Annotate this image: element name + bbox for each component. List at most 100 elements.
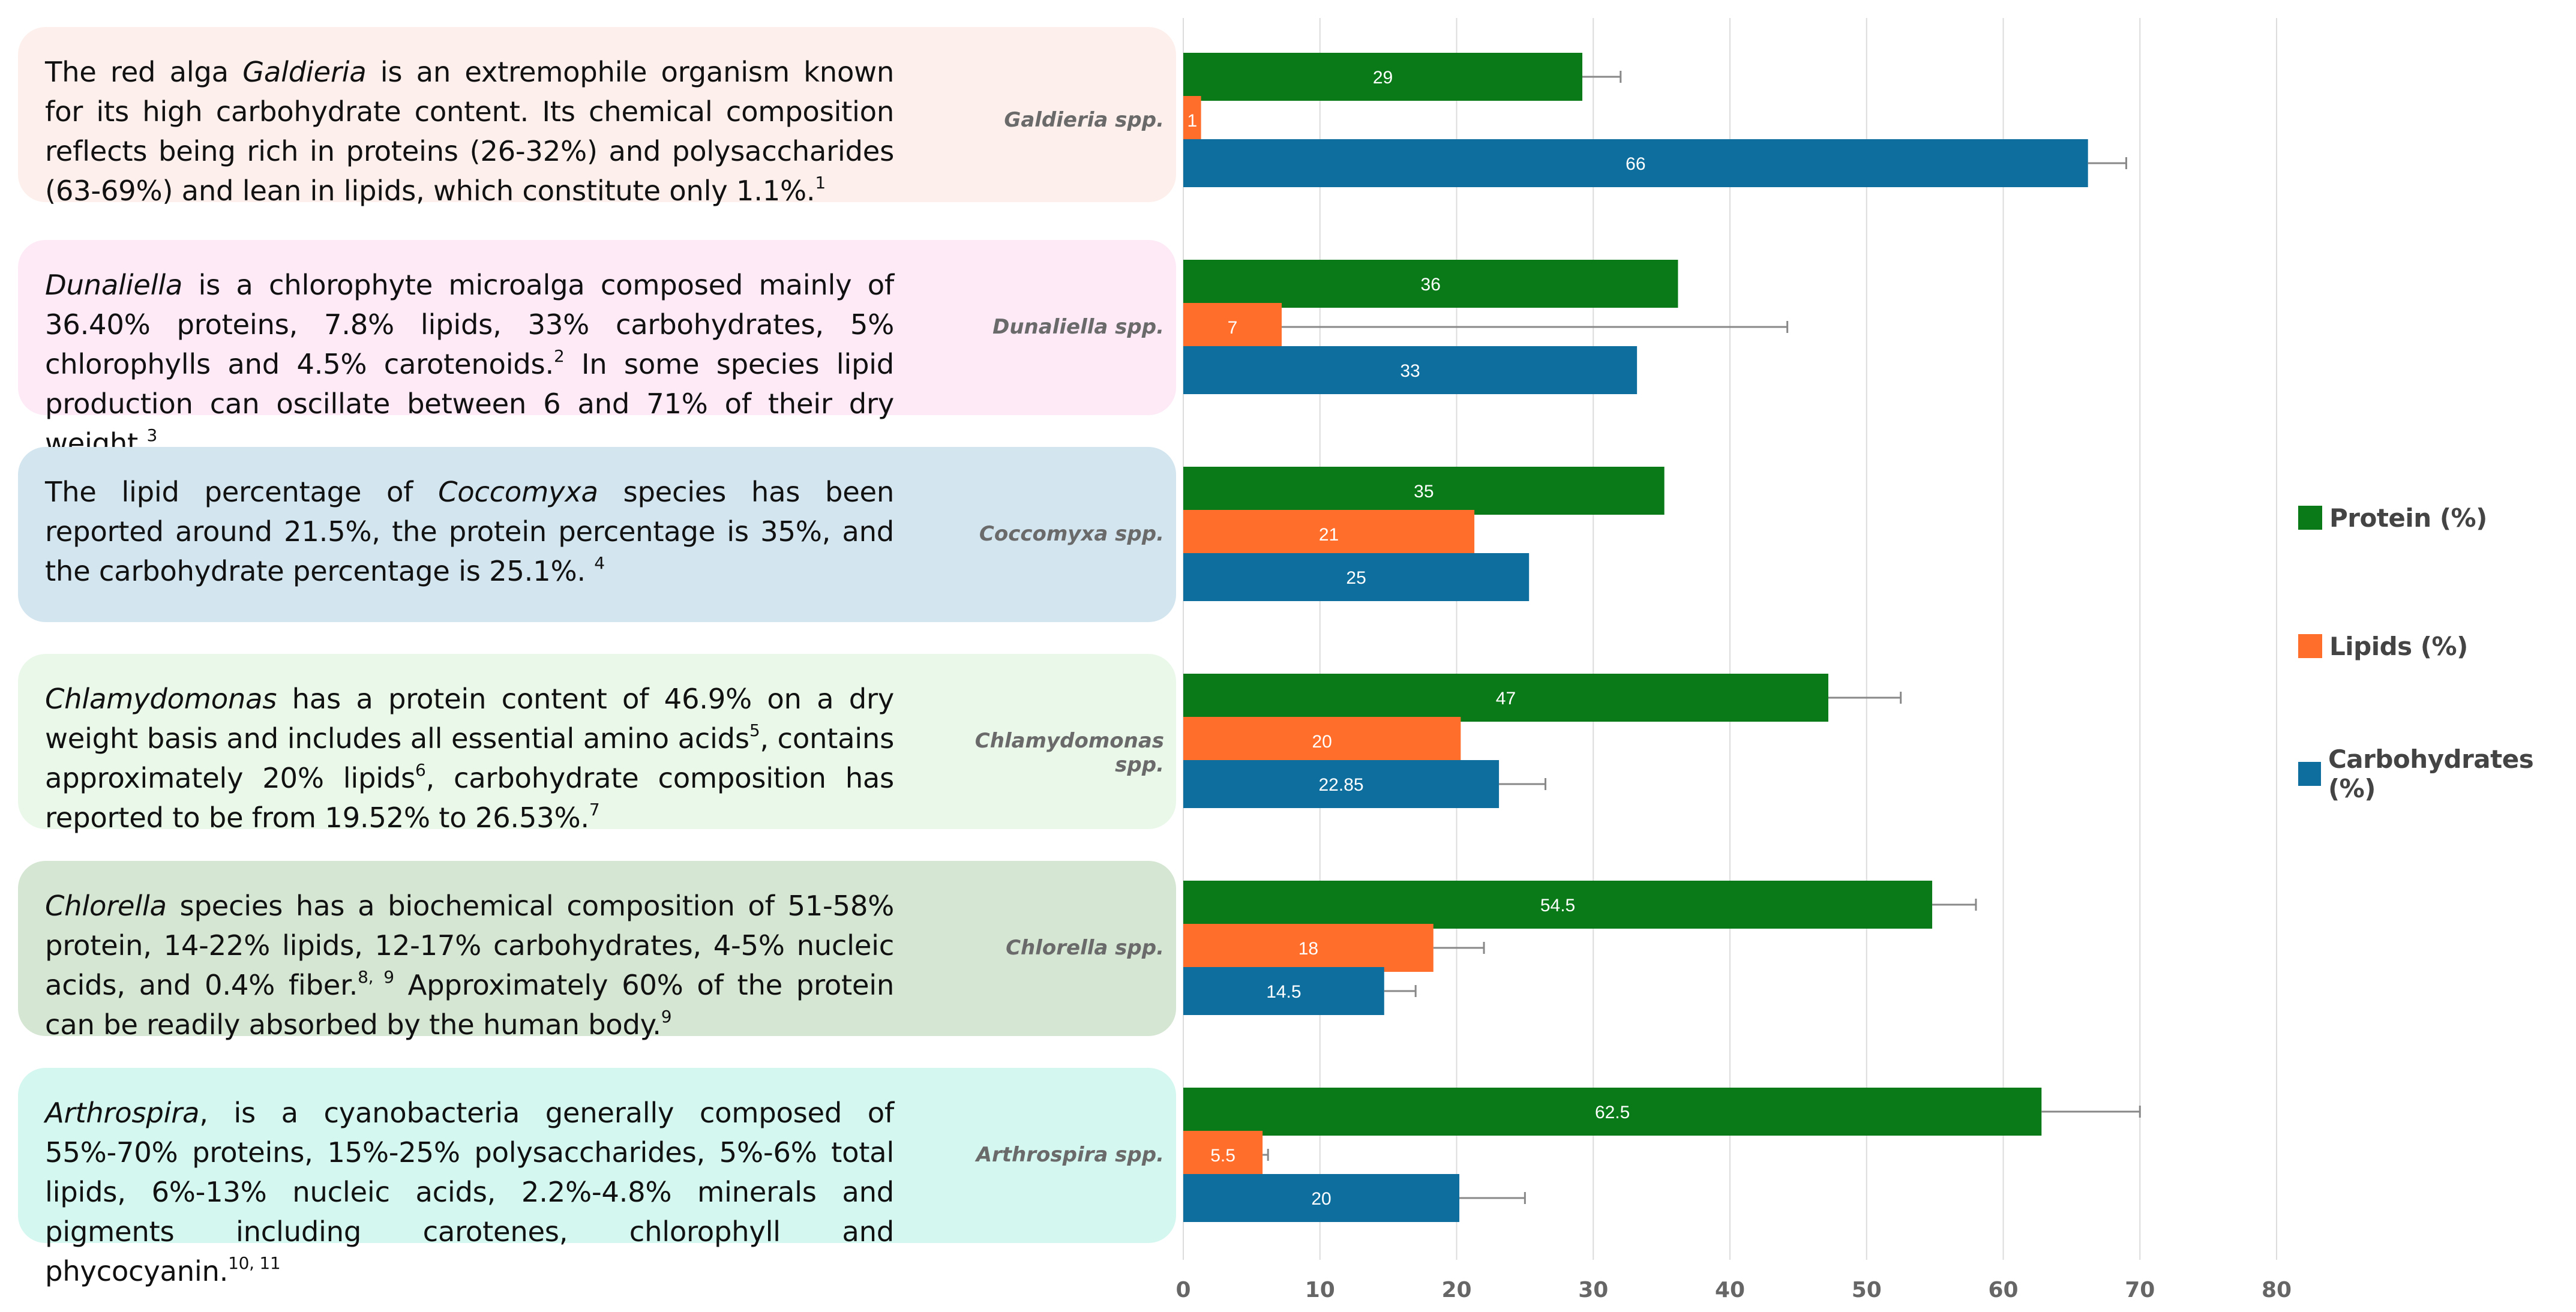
citation-ref: 9 xyxy=(661,1007,672,1026)
data-label: 33 xyxy=(1400,361,1420,381)
text-run: , contains approximately 20% lipids xyxy=(45,722,894,794)
text-run: , carbohydrate composition has reported … xyxy=(45,762,894,834)
legend-label-lipids: Lipids (%) xyxy=(2329,631,2468,661)
citation-ref: 3 xyxy=(146,425,157,445)
bar xyxy=(1183,467,1665,515)
bar xyxy=(1183,674,1828,722)
legend-swatch-carbohydrates xyxy=(2298,762,2321,786)
description-box-coccomyxa: The lipid percentage of Coccomyxa specie… xyxy=(18,447,1176,622)
x-tick-label: 80 xyxy=(2262,1278,2292,1302)
data-label: 35 xyxy=(1414,482,1434,502)
x-tick-label: 60 xyxy=(1988,1278,2018,1302)
citation-ref: 7 xyxy=(589,800,600,819)
bar xyxy=(1183,260,1678,308)
species-label-dunaliella: Dunaliella spp. xyxy=(992,315,1164,339)
bar xyxy=(1183,346,1638,394)
bar xyxy=(1183,510,1475,558)
data-label: 22.85 xyxy=(1319,775,1364,795)
citation-ref: 2 xyxy=(553,346,565,366)
data-label: 62.5 xyxy=(1595,1103,1630,1122)
x-tick-label: 0 xyxy=(1175,1278,1190,1302)
bar xyxy=(1183,553,1530,601)
text-run: is a chlorophyte microalga composed main… xyxy=(45,269,894,380)
data-label: 20 xyxy=(1311,1189,1331,1209)
citation-ref: 1 xyxy=(815,173,826,193)
text-run: species has a biochemical composition of… xyxy=(45,890,894,1001)
citation-ref: 4 xyxy=(594,553,605,573)
legend-swatch-lipids xyxy=(2298,634,2322,658)
text-run: has a protein content of 46.9% on a dry … xyxy=(45,683,894,755)
data-label: 5.5 xyxy=(1210,1146,1235,1166)
genus-name: Coccomyxa xyxy=(438,476,598,508)
description-box-chlamydomonas: Chlamydomonas has a protein content of 4… xyxy=(18,654,1176,834)
data-label: 7 xyxy=(1228,318,1238,338)
x-tick-label: 10 xyxy=(1305,1278,1335,1302)
description-box-chlorella: Chlorella species has a biochemical comp… xyxy=(18,861,1176,1041)
text-run: Approximately 60% of the protein can be … xyxy=(45,969,894,1041)
bar xyxy=(1183,967,1384,1015)
species-label-coccomyxa: Coccomyxa spp. xyxy=(979,522,1164,546)
citation-ref: 8, 9 xyxy=(358,967,394,987)
bar xyxy=(1183,139,2088,187)
data-label: 29 xyxy=(1373,68,1393,88)
description-text: Chlorella species has a biochemical comp… xyxy=(45,886,894,1044)
description-box-arthrospira: Arthrospira, is a cyanobacteria generall… xyxy=(18,1068,1176,1287)
text-run: In some species lipid production can osc… xyxy=(45,348,894,460)
legend-label-carbohydrates: Carbohydrates (%) xyxy=(2328,744,2534,803)
data-label: 36 xyxy=(1421,275,1441,295)
description-box-dunaliella: Dunaliella is a chlorophyte microalga co… xyxy=(18,240,1176,460)
x-tick-label: 50 xyxy=(1852,1278,1882,1302)
description-text: Dunaliella is a chlorophyte microalga co… xyxy=(45,265,894,463)
genus-name: Galdieria xyxy=(242,56,367,88)
bar xyxy=(1183,1131,1263,1179)
genus-name: Dunaliella xyxy=(45,269,183,301)
data-label: 47 xyxy=(1496,689,1516,708)
bar xyxy=(1183,53,1583,101)
description-panel: The red alga Galdieria is an extremophil… xyxy=(0,0,1188,1312)
text-run: , is a cyanobacteria generally composed … xyxy=(45,1097,894,1287)
bar xyxy=(1183,1174,1460,1222)
legend-swatch-protein xyxy=(2298,506,2322,530)
species-label-galdieria: Galdieria spp. xyxy=(1004,108,1164,132)
legend-item-protein: Protein (%) xyxy=(2298,503,2487,533)
genus-name: Arthrospira xyxy=(45,1097,200,1129)
text-run: species has been reported around 21.5%, … xyxy=(45,476,894,587)
description-text: Chlamydomonas has a protein content of 4… xyxy=(45,679,894,837)
data-label: 1 xyxy=(1187,111,1197,131)
x-tick-label: 30 xyxy=(1578,1278,1608,1302)
citation-ref: 10, 11 xyxy=(228,1253,281,1273)
legend-label-protein: Protein (%) xyxy=(2329,503,2487,533)
x-tick-label: 20 xyxy=(1441,1278,1471,1302)
bar xyxy=(1183,924,1434,972)
bar xyxy=(1183,1088,2042,1136)
data-label: 18 xyxy=(1299,939,1318,959)
genus-name: Chlamydomonas xyxy=(45,683,277,715)
x-tick-label: 40 xyxy=(1715,1278,1745,1302)
legend-item-lipids: Lipids (%) xyxy=(2298,631,2468,661)
genus-name: Chlorella xyxy=(45,890,167,922)
citation-ref: 6 xyxy=(415,760,426,780)
bar xyxy=(1183,303,1282,351)
data-label: 14.5 xyxy=(1266,982,1301,1002)
description-box-galdieria: The red alga Galdieria is an extremophil… xyxy=(18,27,1176,207)
bar xyxy=(1183,760,1500,808)
data-label: 21 xyxy=(1319,525,1339,545)
bar xyxy=(1183,881,1933,929)
text-run: is an extremophile organism known for it… xyxy=(45,56,894,207)
species-label-chlorella: Chlorella spp. xyxy=(1006,936,1164,960)
citation-ref: 5 xyxy=(749,720,760,740)
description-text: The lipid percentage of Coccomyxa specie… xyxy=(45,472,894,591)
species-label-chlamydomonas: Chlamydomonas spp. xyxy=(974,729,1164,777)
description-text: The red alga Galdieria is an extremophil… xyxy=(45,52,894,211)
legend-item-carbohydrates: Carbohydrates (%) xyxy=(2298,744,2576,803)
data-label: 54.5 xyxy=(1540,896,1575,915)
description-text: Arthrospira, is a cyanobacteria generall… xyxy=(45,1093,894,1291)
bar xyxy=(1183,96,1201,144)
species-label-arthrospira: Arthrospira spp. xyxy=(976,1143,1164,1167)
data-label: 66 xyxy=(1626,154,1645,174)
bar xyxy=(1183,717,1461,765)
data-label: 25 xyxy=(1346,568,1366,588)
text-run: The red alga xyxy=(45,56,243,88)
data-label: 20 xyxy=(1312,732,1332,752)
